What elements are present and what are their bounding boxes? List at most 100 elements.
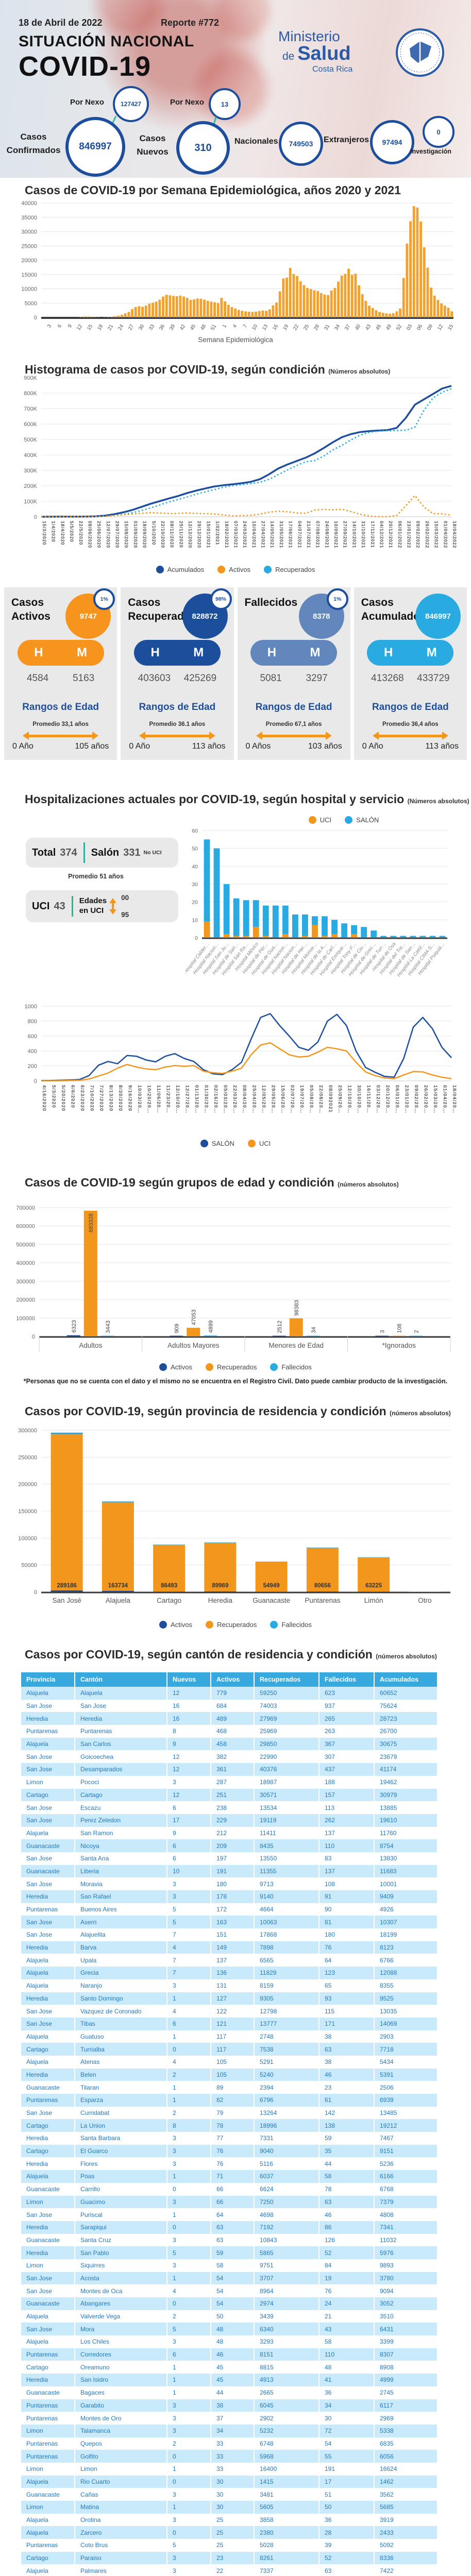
table-cell: Escazu [75, 1801, 167, 1814]
table-cell: Atenas [75, 2055, 167, 2069]
table-cell: 121 [211, 2017, 255, 2030]
table-cell: 66 [211, 2195, 255, 2209]
svg-text:01/30/20…: 01/30/20… [204, 1085, 209, 1113]
table-row: Limon Matina 1 30 5605 50 5685 [21, 2501, 438, 2514]
table-cell: Heredia [21, 2246, 75, 2259]
table-row: Alajuela San Carlos 9 458 29850 367 30675 [21, 1737, 438, 1751]
table-cell: Nicoya [75, 1839, 167, 1852]
table-cell: Heredia [75, 1712, 167, 1725]
svg-text:10000: 10000 [21, 286, 37, 293]
svg-text:800: 800 [28, 1019, 37, 1025]
table-cell: San Jose [21, 1852, 75, 1865]
table-cell: 4 [167, 2284, 211, 2297]
table-cell: 23 [319, 2081, 375, 2094]
table-cell: 30 [319, 2412, 375, 2425]
legend-dot-recuperados [264, 566, 272, 573]
table-cell: 13035 [375, 2005, 438, 2018]
table-cell: 163 [211, 1916, 255, 1929]
age-range-values: 0 Año 113 años [362, 742, 459, 751]
table-cell: 36 [319, 2513, 375, 2527]
table-row: Guanacaste Santa Cruz 3 63 10843 126 11032 [21, 2233, 438, 2247]
table-row: Cartago Cartago 12 251 30571 157 30979 [21, 1788, 438, 1802]
table-cell: Limon [21, 1775, 75, 1789]
table-cell: 7331 [255, 2132, 319, 2145]
table-cell: 13264 [255, 2106, 319, 2120]
table-cell: 76 [319, 1941, 375, 1954]
table-cell: 9094 [375, 2284, 438, 2297]
table-cell: San Jose [21, 2005, 75, 2018]
svg-text:06: 06 [416, 324, 424, 332]
svg-text:21/07/2021: 21/07/2021 [306, 521, 311, 548]
table-cell: 21 [319, 2310, 375, 2323]
svg-text:27/04/2021: 27/04/2021 [261, 521, 266, 548]
table-cell: 84 [319, 2259, 375, 2272]
table-cell: 138 [319, 2119, 375, 2132]
table-cell: 9 [167, 1737, 211, 1751]
table-cell: 3 [167, 1775, 211, 1789]
svg-text:52: 52 [395, 324, 403, 332]
table-row: Heredia Belen 2 105 5240 46 5391 [21, 2068, 438, 2081]
svg-text:0: 0 [34, 1589, 37, 1596]
table-cell: 30 [211, 2475, 255, 2488]
table-cell: 117 [211, 2043, 255, 2056]
table-cell: 287 [211, 1775, 255, 1789]
table-header-cell: Provincia [21, 1672, 75, 1687]
table-row: Heredia Barva 4 149 7898 76 8123 [21, 1941, 438, 1954]
table-cell: 19119 [255, 1814, 319, 1827]
svg-text:200K: 200K [24, 483, 37, 489]
table-cell: 5232 [255, 2424, 319, 2437]
svg-text:43: 43 [364, 324, 372, 332]
svg-text:1/4/2020: 1/4/2020 [51, 521, 56, 542]
ministry-line2: de Salud [278, 43, 352, 64]
svg-text:2: 2 [413, 1330, 419, 1333]
table-cell: Heredia [21, 2374, 75, 2386]
table-cell: Alajuela [21, 2475, 75, 2488]
table-cell: 34 [319, 2399, 375, 2412]
svg-text:6323: 6323 [71, 1320, 77, 1332]
casos-confirmados-value: 846997 [65, 117, 125, 177]
svg-text:15/03/20…: 15/03/20… [432, 1085, 438, 1113]
svg-text:50: 50 [192, 846, 198, 852]
svg-text:19: 19 [282, 324, 290, 332]
age-range-title: Rangos de Edad [255, 702, 332, 713]
table-cell: Puntarenas [21, 2412, 75, 2425]
table-cell: 6748 [255, 2437, 319, 2450]
canton-table-title: Casos por COVID-19, según cantón de resi… [25, 1648, 437, 1661]
svg-text:06/01/2022: 06/01/2022 [397, 521, 402, 548]
table-cell: Alajuela [21, 1979, 75, 1992]
table-cell: 7467 [375, 2132, 438, 2145]
table-cell: 12 [167, 1788, 211, 1802]
table-cell: 0 [167, 2043, 211, 2056]
age-range-arrow-icon [135, 732, 219, 740]
svg-text:25: 25 [302, 324, 310, 332]
legend-dot-acumulados [156, 566, 164, 573]
table-cell: Heredia [21, 2132, 75, 2145]
svg-text:108: 108 [396, 1324, 402, 1333]
table-cell: 13885 [375, 1801, 438, 1814]
legend-label: UCI [259, 1140, 271, 1147]
table-row: Guanacaste Cañas 3 30 3481 51 3562 [21, 2488, 438, 2501]
table-cell: 36 [319, 2386, 375, 2399]
table-cell: San Jose [21, 1916, 75, 1929]
report-date: 18 de Abril de 2022 [19, 18, 103, 28]
table-cell: 0 [167, 2475, 211, 2488]
ministry-line1: Ministerio [278, 28, 340, 44]
gender-values: 403603 425269 [138, 673, 217, 684]
legend-dot-activos [159, 1363, 167, 1371]
table-cell: Sarapiqui [75, 2221, 167, 2234]
svg-text:12/12/2020: 12/12/2020 [188, 521, 193, 548]
table-cell: 48 [211, 2323, 255, 2336]
svg-text:Guanacaste: Guanacaste [253, 1597, 290, 1604]
table-cell: Alajuelita [75, 1928, 167, 1941]
svg-text:Menores de Edad: Menores de Edad [268, 1342, 324, 1349]
table-cell: 117 [211, 2030, 255, 2043]
table-row: Heredia Santo Domingo 1 127 9305 93 9525 [21, 1992, 438, 2005]
table-cell: Flores [75, 2157, 167, 2171]
table-cell: 8435 [255, 1839, 319, 1852]
svg-text:40: 40 [354, 324, 362, 332]
table-cell: Coto Brus [75, 2539, 167, 2552]
table-cell: 7250 [255, 2195, 319, 2209]
table-cell: Alajuela [21, 2310, 75, 2323]
table-cell: 4 [167, 2005, 211, 2018]
